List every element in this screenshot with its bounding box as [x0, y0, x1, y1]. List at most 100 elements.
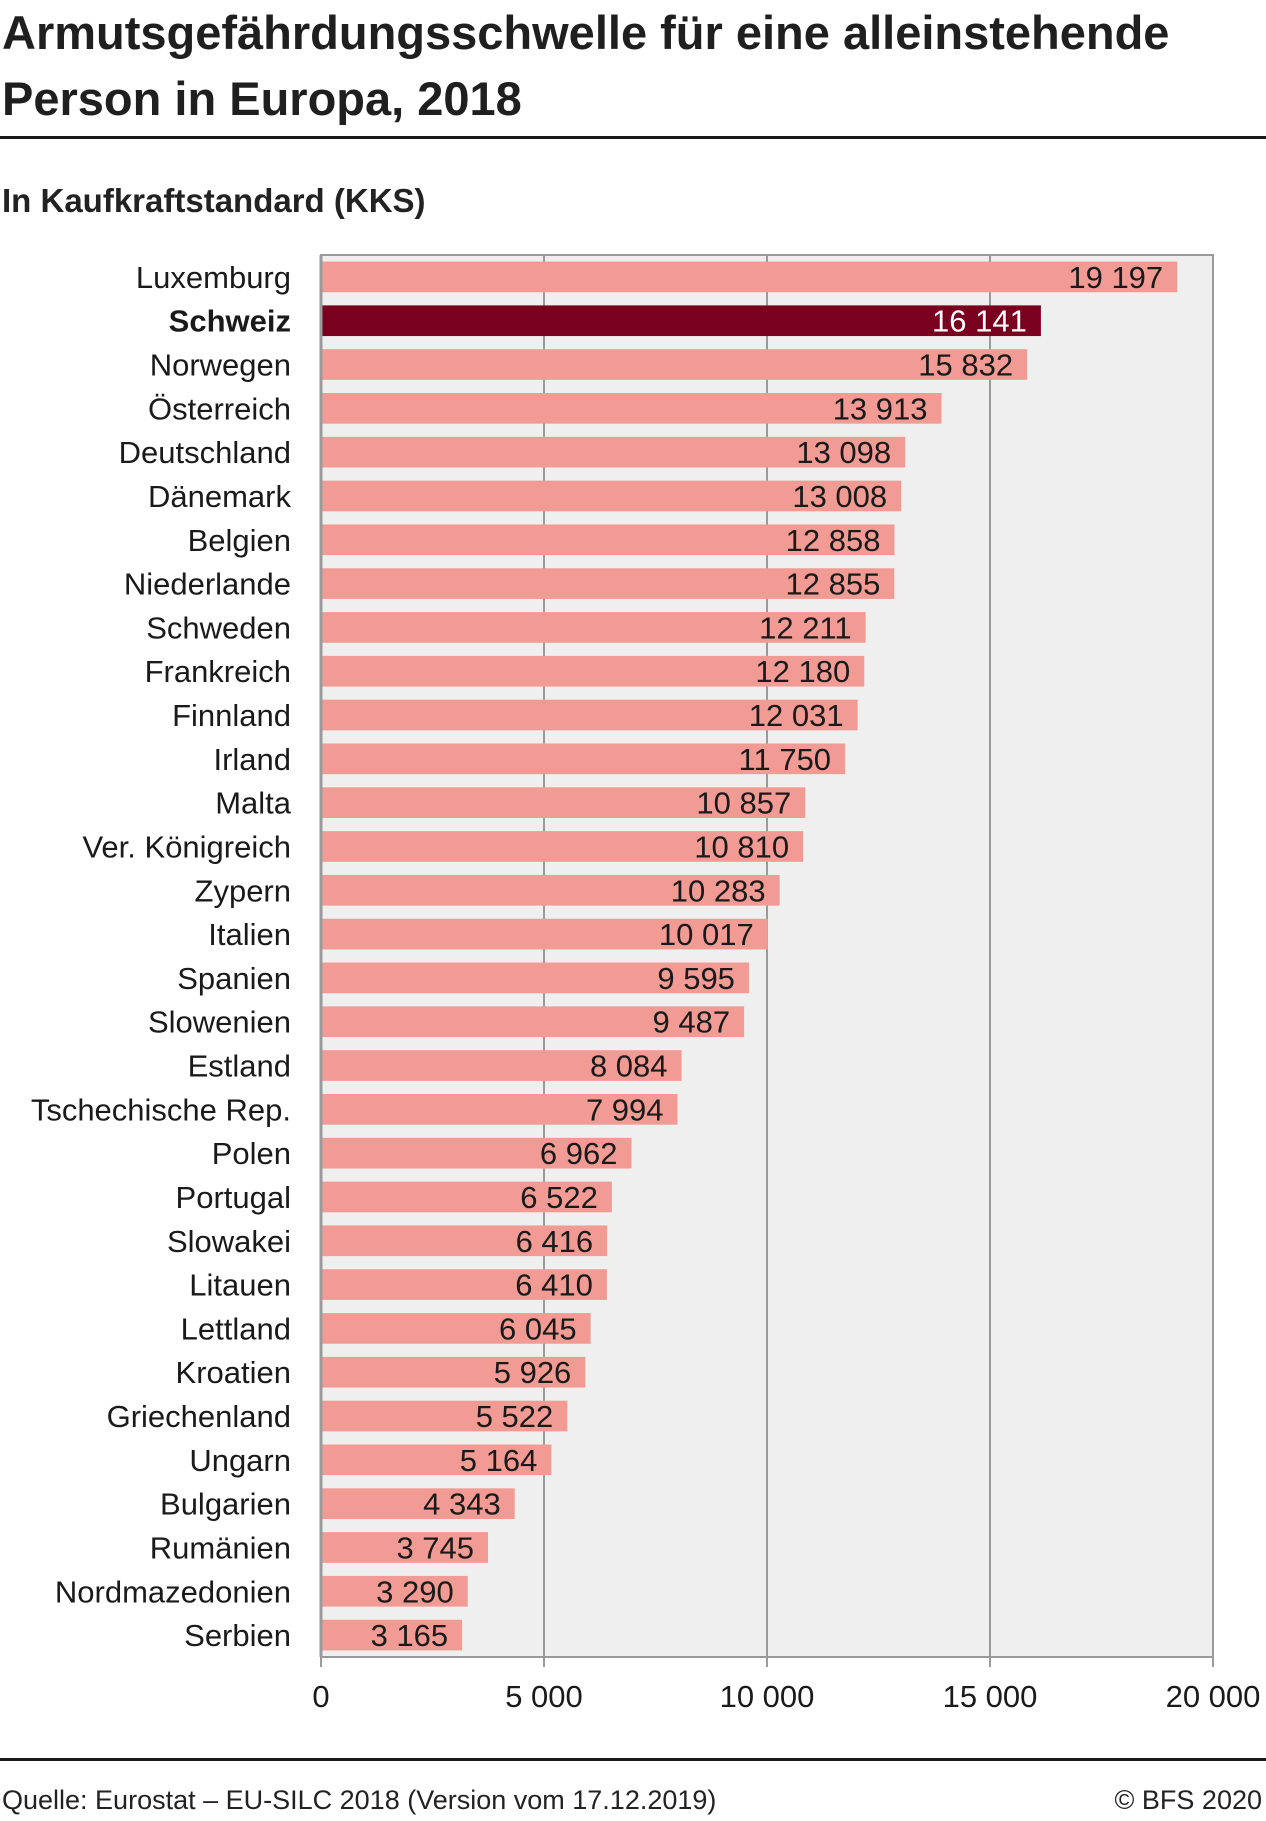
value-label-27: 5 164 [460, 1443, 538, 1478]
category-label-8: Schweden [146, 610, 291, 645]
category-label-29: Rumänien [150, 1530, 291, 1565]
value-label-12: 10 857 [696, 786, 791, 821]
category-label-15: Italien [208, 917, 291, 952]
bar-4 [321, 436, 906, 468]
value-label-28: 4 343 [423, 1487, 501, 1522]
chart-subtitle: In Kaufkraftstandard (KKS) [2, 182, 426, 219]
category-label-12: Malta [215, 786, 292, 821]
value-label-6: 12 858 [786, 523, 881, 558]
category-label-1: Schweiz [169, 304, 291, 339]
bar-8 [321, 612, 866, 643]
value-label-30: 3 290 [376, 1574, 454, 1609]
value-label-13: 10 810 [694, 829, 789, 864]
bar-22 [321, 1225, 608, 1257]
value-label-4: 13 098 [796, 435, 891, 470]
value-label-7: 12 855 [786, 567, 881, 602]
category-label-21: Portugal [176, 1180, 291, 1215]
category-label-6: Belgien [188, 523, 291, 558]
bar-chart: 19 197 Luxemburg 16 141 Schweiz 15 832 Norweg… [31, 254, 1261, 1714]
bar-10 [321, 699, 858, 731]
bar-26 [321, 1400, 568, 1432]
category-label-13: Ver. Königreich [82, 829, 291, 864]
value-label-21: 6 522 [520, 1180, 598, 1215]
footer-divider [0, 1758, 1266, 1761]
value-label-16: 9 595 [657, 961, 735, 996]
bar-18 [321, 1050, 682, 1081]
bar-15 [321, 918, 768, 950]
category-label-20: Polen [212, 1136, 291, 1171]
category-label-7: Niederlande [124, 567, 291, 602]
value-label-22: 6 416 [516, 1224, 594, 1259]
bar-17 [321, 1006, 745, 1038]
copyright-note: © BFS 2020 [1114, 1785, 1262, 1815]
value-label-25: 5 926 [494, 1355, 572, 1390]
category-label-24: Lettland [181, 1311, 291, 1346]
bar-3 [321, 393, 942, 424]
bar-27 [321, 1444, 552, 1476]
category-label-10: Finnland [172, 698, 291, 733]
category-label-2: Norwegen [150, 348, 291, 383]
x-tick-label-2: 10 000 [720, 1679, 815, 1714]
bar-21 [321, 1181, 612, 1213]
category-label-5: Dänemark [148, 479, 291, 514]
value-label-10: 12 031 [749, 698, 844, 733]
category-label-17: Slowenien [148, 1005, 291, 1040]
bar-11 [321, 743, 846, 775]
category-label-23: Litauen [189, 1268, 291, 1303]
category-label-31: Serbien [184, 1618, 291, 1653]
category-label-11: Irland [213, 742, 291, 777]
value-label-24: 6 045 [499, 1311, 577, 1346]
bar-6 [321, 524, 895, 556]
value-label-2: 15 832 [918, 348, 1013, 383]
value-label-23: 6 410 [515, 1268, 593, 1303]
category-label-9: Frankreich [145, 654, 291, 689]
value-label-9: 12 180 [755, 654, 850, 689]
value-label-19: 7 994 [586, 1092, 664, 1127]
bar-23 [321, 1269, 607, 1300]
bar-12 [321, 787, 806, 818]
value-label-29: 3 745 [396, 1530, 474, 1565]
bar-31 [321, 1619, 463, 1651]
bar-9 [321, 655, 865, 687]
category-label-28: Bulgarien [160, 1487, 291, 1522]
category-label-25: Kroatien [176, 1355, 291, 1390]
value-label-3: 13 913 [833, 391, 928, 426]
bar-19 [321, 1094, 678, 1125]
value-label-31: 3 165 [371, 1618, 449, 1653]
category-label-3: Österreich [148, 391, 291, 426]
category-label-4: Deutschland [119, 435, 291, 470]
category-label-19: Tschechische Rep. [31, 1092, 291, 1127]
value-label-14: 10 283 [671, 873, 766, 908]
bar-30 [321, 1575, 468, 1607]
value-label-5: 13 008 [792, 479, 887, 514]
x-tick-label-0: 0 [312, 1679, 329, 1714]
bar-16 [321, 962, 749, 994]
value-label-1: 16 141 [932, 304, 1027, 339]
category-label-18: Estland [188, 1049, 291, 1084]
x-tick-label-3: 15 000 [943, 1679, 1038, 1714]
bar-29 [321, 1532, 489, 1563]
bar-1 [321, 305, 1041, 337]
value-label-26: 5 522 [476, 1399, 554, 1434]
category-label-14: Zypern [195, 873, 291, 908]
bar-0 [321, 261, 1178, 293]
bar-25 [321, 1356, 586, 1388]
category-label-27: Ungarn [189, 1443, 291, 1478]
value-label-8: 12 211 [759, 610, 852, 645]
bar-14 [321, 874, 780, 906]
category-label-22: Slowakei [167, 1224, 291, 1259]
category-label-0: Luxemburg [136, 260, 291, 295]
value-label-0: 19 197 [1068, 260, 1163, 295]
bar-13 [321, 831, 804, 862]
category-label-26: Griechenland [107, 1399, 291, 1434]
x-tick-label-4: 20 000 [1166, 1679, 1261, 1714]
bar-20 [321, 1137, 632, 1169]
bar-5 [321, 480, 902, 512]
bar-2 [321, 349, 1028, 380]
bar-24 [321, 1313, 591, 1344]
source-note: Quelle: Eurostat – EU-SILC 2018 (Version… [2, 1785, 717, 1815]
bar-7 [321, 568, 895, 599]
category-label-30: Nordmazedonien [55, 1574, 291, 1609]
x-tick-label-1: 5 000 [505, 1679, 583, 1714]
value-label-15: 10 017 [659, 917, 754, 952]
